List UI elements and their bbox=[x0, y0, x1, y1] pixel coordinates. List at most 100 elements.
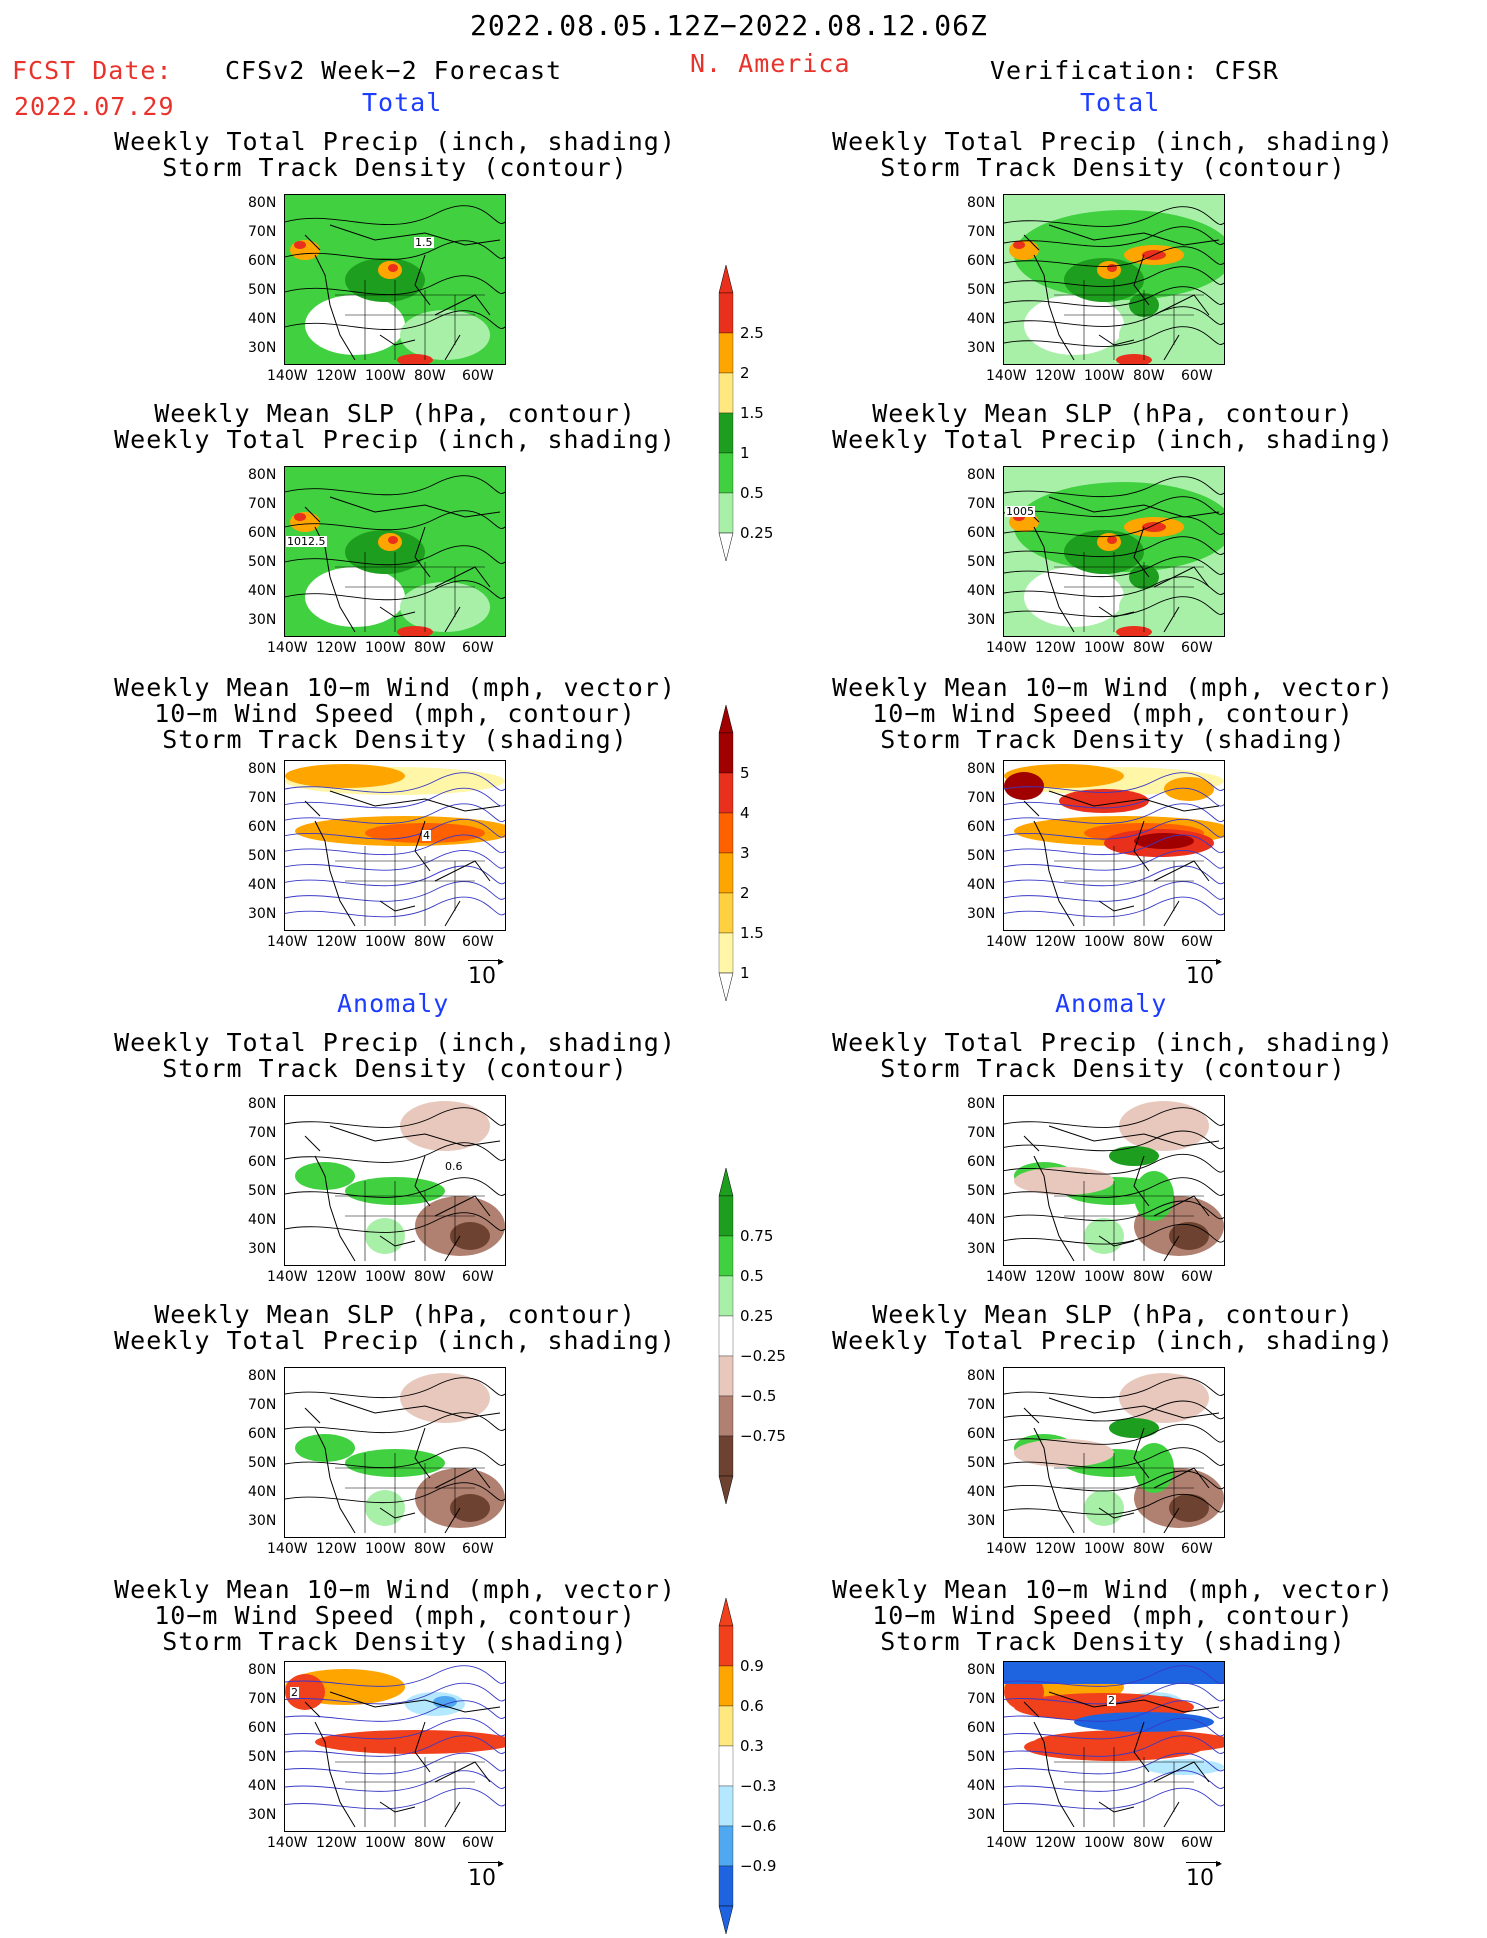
colorbar-storm-anom bbox=[718, 1597, 734, 1938]
map-panel-precip-anom bbox=[1003, 1095, 1225, 1266]
lat-tick-label: 80N bbox=[967, 761, 996, 777]
lon-tick-label: 60W bbox=[1181, 934, 1213, 950]
panel-title-line: Weekly Total Precip (inch, shading) bbox=[832, 1326, 1394, 1355]
panel-title-line: Storm Track Density (shading) bbox=[162, 725, 628, 754]
lat-tick-label: 80N bbox=[967, 467, 996, 483]
colorbar-precip-anom bbox=[718, 1167, 734, 1508]
lat-tick-label: 50N bbox=[967, 1455, 996, 1471]
lon-tick-label: 100W bbox=[365, 1541, 406, 1557]
lat-tick-label: 60N bbox=[967, 819, 996, 835]
map-panel-precip-anom bbox=[284, 1367, 506, 1538]
lat-tick-label: 50N bbox=[248, 1749, 277, 1765]
lon-tick-label: 80W bbox=[414, 1835, 446, 1851]
region-title: N. America bbox=[690, 49, 851, 78]
section-anomaly-right: Anomaly bbox=[1055, 989, 1168, 1018]
lon-tick-label: 100W bbox=[1084, 1835, 1125, 1851]
lon-tick-label: 140W bbox=[267, 934, 308, 950]
lon-tick-label: 120W bbox=[316, 934, 357, 950]
lat-tick-label: 30N bbox=[248, 906, 277, 922]
lon-tick-label: 100W bbox=[1084, 934, 1125, 950]
lat-tick-label: 70N bbox=[967, 1691, 996, 1707]
panel-title-line: Weekly Mean SLP (hPa, contour) bbox=[154, 399, 636, 428]
lon-tick-label: 100W bbox=[365, 640, 406, 656]
lat-tick-label: 80N bbox=[248, 761, 277, 777]
lat-tick-label: 70N bbox=[248, 790, 277, 806]
lon-tick-label: 80W bbox=[1133, 934, 1165, 950]
panel-title-line: Weekly Mean 10−m Wind (mph, vector) bbox=[832, 673, 1394, 702]
lat-tick-label: 60N bbox=[967, 1720, 996, 1736]
colorbar-precip-total bbox=[718, 264, 734, 565]
lat-tick-label: 50N bbox=[248, 848, 277, 864]
colorbar-label: 1.5 bbox=[740, 924, 764, 942]
lat-tick-label: 30N bbox=[248, 1241, 277, 1257]
fcst-date-label: FCST Date: bbox=[12, 56, 173, 85]
panel-title-line: Weekly Total Precip (inch, shading) bbox=[832, 127, 1394, 156]
panel-title-line: Weekly Mean 10−m Wind (mph, vector) bbox=[114, 673, 676, 702]
lon-tick-label: 60W bbox=[462, 1835, 494, 1851]
colorbar-label: 0.6 bbox=[740, 1697, 764, 1715]
contour-value-label: 2 bbox=[1107, 1694, 1116, 1707]
lat-tick-label: 80N bbox=[248, 1662, 277, 1678]
lat-tick-label: 30N bbox=[248, 612, 277, 628]
lat-tick-label: 80N bbox=[967, 1368, 996, 1384]
colorbar-label: 0.5 bbox=[740, 484, 764, 502]
lat-tick-label: 70N bbox=[967, 1397, 996, 1413]
panel-title-line: Weekly Mean SLP (hPa, contour) bbox=[872, 399, 1354, 428]
map-panel-precip-total bbox=[1003, 466, 1225, 637]
lon-tick-label: 100W bbox=[1084, 640, 1125, 656]
lat-tick-label: 80N bbox=[248, 467, 277, 483]
lat-tick-label: 70N bbox=[248, 496, 277, 512]
lon-tick-label: 80W bbox=[1133, 640, 1165, 656]
lon-tick-label: 140W bbox=[267, 1541, 308, 1557]
lat-tick-label: 40N bbox=[967, 877, 996, 893]
lon-tick-label: 140W bbox=[986, 934, 1027, 950]
lat-tick-label: 30N bbox=[967, 1241, 996, 1257]
lon-tick-label: 120W bbox=[1035, 640, 1076, 656]
panel-title-line: Storm Track Density (contour) bbox=[880, 153, 1346, 182]
lon-tick-label: 80W bbox=[414, 934, 446, 950]
lon-tick-label: 100W bbox=[1084, 1541, 1125, 1557]
lon-tick-label: 140W bbox=[986, 1269, 1027, 1285]
panel-title-line: Weekly Total Precip (inch, shading) bbox=[114, 1028, 676, 1057]
fcst-date: 2022.07.29 bbox=[14, 92, 175, 121]
contour-value-label: 0.6 bbox=[444, 1160, 464, 1173]
lon-tick-label: 120W bbox=[1035, 934, 1076, 950]
panel-title-line: Storm Track Density (contour) bbox=[162, 153, 628, 182]
lat-tick-label: 50N bbox=[967, 282, 996, 298]
panel-title-line: 10−m Wind Speed (mph, contour) bbox=[154, 699, 636, 728]
contour-value-label: 2 bbox=[290, 1686, 299, 1699]
lon-tick-label: 120W bbox=[316, 640, 357, 656]
lon-tick-label: 60W bbox=[1181, 1269, 1213, 1285]
lat-tick-label: 50N bbox=[967, 1749, 996, 1765]
lon-tick-label: 140W bbox=[986, 368, 1027, 384]
colorbar-label: 1.5 bbox=[740, 404, 764, 422]
lon-tick-label: 140W bbox=[986, 1835, 1027, 1851]
vector-reference: ▸ 10 bbox=[1186, 954, 1222, 989]
panel-title-line: Weekly Mean 10−m Wind (mph, vector) bbox=[114, 1575, 676, 1604]
lon-tick-label: 60W bbox=[462, 368, 494, 384]
colorbar-label: 2.5 bbox=[740, 324, 764, 342]
lat-tick-label: 80N bbox=[967, 1662, 996, 1678]
lon-tick-label: 100W bbox=[1084, 368, 1125, 384]
lat-tick-label: 70N bbox=[248, 1125, 277, 1141]
lon-tick-label: 80W bbox=[1133, 1541, 1165, 1557]
section-anomaly-left: Anomaly bbox=[337, 989, 450, 1018]
lat-tick-label: 40N bbox=[967, 1778, 996, 1794]
panel-title-line: Storm Track Density (contour) bbox=[162, 1054, 628, 1083]
panel-title-line: Weekly Total Precip (inch, shading) bbox=[114, 127, 676, 156]
lat-tick-label: 70N bbox=[967, 790, 996, 806]
panel-title-line: Storm Track Density (contour) bbox=[880, 1054, 1346, 1083]
contour-value-label: 1.5 bbox=[414, 236, 434, 249]
map-panel-precip-anom bbox=[284, 1095, 506, 1266]
lat-tick-label: 30N bbox=[967, 1513, 996, 1529]
lon-tick-label: 120W bbox=[1035, 368, 1076, 384]
colorbar-label: 3 bbox=[740, 844, 750, 862]
lat-tick-label: 50N bbox=[967, 1183, 996, 1199]
panel-title-line: Storm Track Density (shading) bbox=[880, 1627, 1346, 1656]
lat-tick-label: 40N bbox=[967, 1484, 996, 1500]
lon-tick-label: 140W bbox=[986, 640, 1027, 656]
colorbar-label: −0.3 bbox=[740, 1777, 777, 1795]
lon-tick-label: 140W bbox=[267, 1269, 308, 1285]
lat-tick-label: 40N bbox=[248, 583, 277, 599]
panel-title-line: 10−m Wind Speed (mph, contour) bbox=[872, 1601, 1354, 1630]
